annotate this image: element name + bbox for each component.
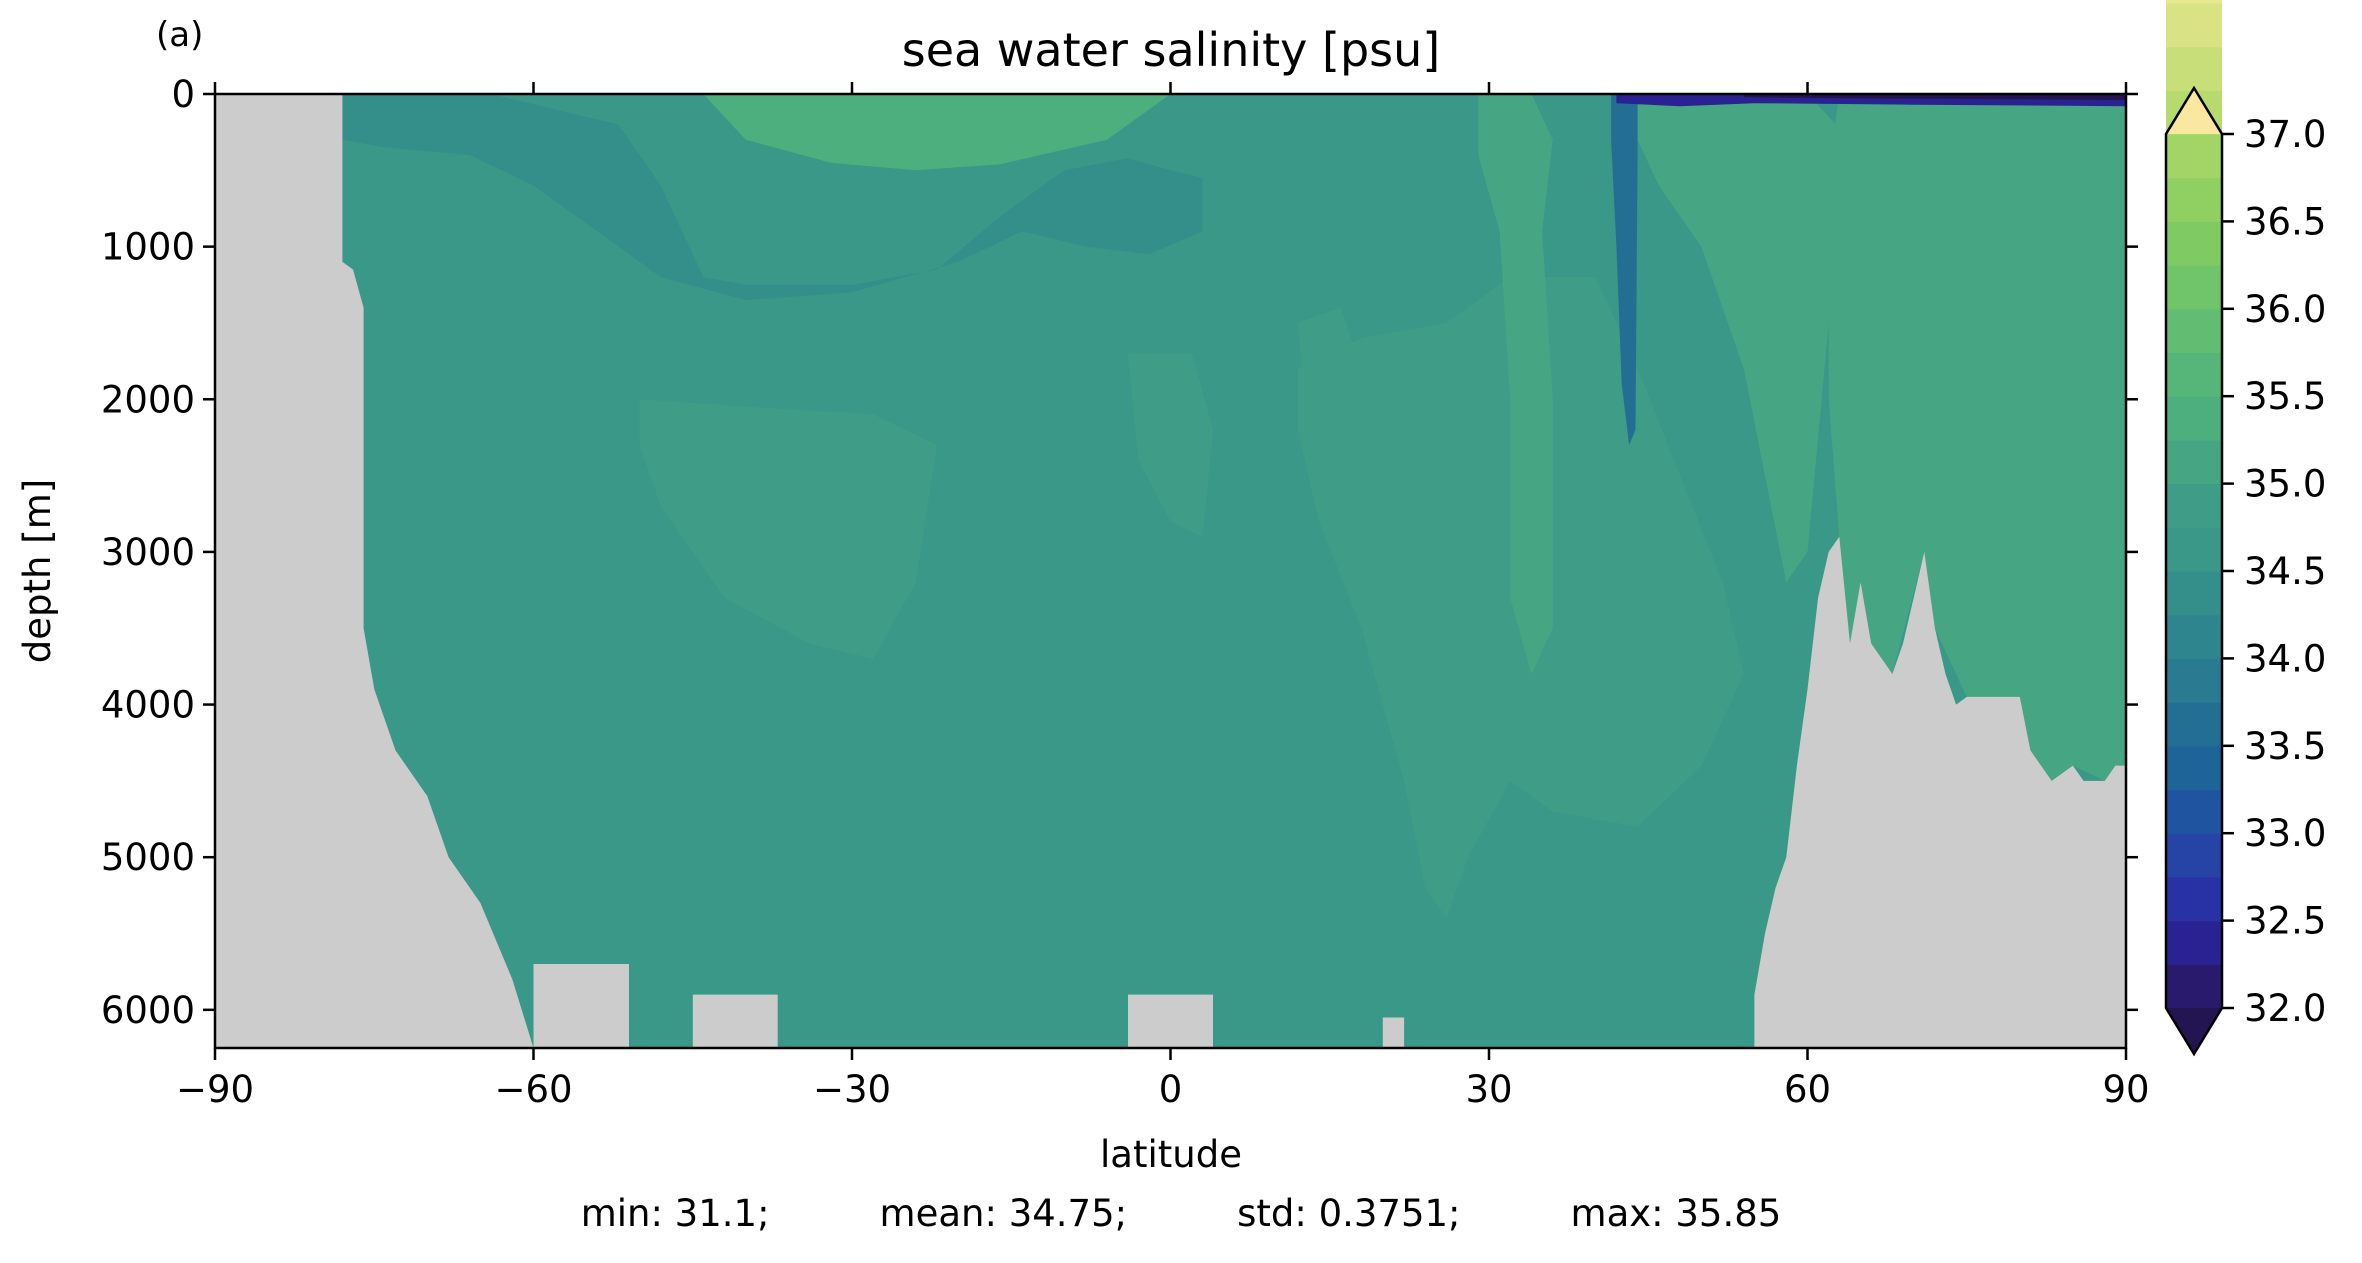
x-axis-label: latitude [1100,1133,1242,1176]
chart-title: sea water salinity [psu] [902,23,1441,77]
stat-std: std: 0.3751; [1237,1192,1461,1235]
x-tick-label: 90 [2102,1068,2149,1111]
colorbar-tick-label: 33.0 [2244,812,2326,855]
seafloor-bump-0 [533,964,629,1048]
colorbar: 32.0 32.5 33.0 33.5 34.0 34.5 35.0 35.5 36.0 36.5… [2164,0,2326,1057]
colorbar-segment [2166,134,2222,179]
colorbar-segment [2166,789,2222,834]
colorbar-tick-label: 36.5 [2244,200,2326,243]
land-north-ridge [1754,536,2126,1048]
salinity-section-chart: (a) sea water salinity [psu] −90 −60 −30 0 3… [16,0,2326,1176]
colorbar-segment [2166,46,2222,91]
y-axis-label: depth [m] [16,479,59,663]
colorbar-tick-label: 33.5 [2244,725,2326,768]
colorbar-over-triangle [2166,88,2222,134]
statistics-line: min: 31.1; mean: 34.75; std: 0.3751; max: 3… [0,1192,2362,1235]
land-mask [215,94,2126,1048]
x-tick-label: 0 [1159,1068,1183,1111]
colorbar-segment [2166,527,2222,572]
x-tick-label: 30 [1465,1068,1512,1111]
y-tick-label: 1000 [101,226,195,269]
seafloor-bump-3 [1382,1017,1405,1048]
colorbar-tick-label: 35.0 [2244,463,2326,506]
salinity-nordic-seas [1828,94,2126,781]
colorbar-tick-label: 37.0 [2244,113,2326,156]
salinity-mediterranean-outflow [1478,94,1553,674]
colorbar-segment [2166,396,2222,441]
y-tick-label: 2000 [101,378,195,421]
colorbar-segment [2166,745,2222,791]
plot-area [215,94,2126,1048]
x-tick-label: −60 [494,1068,572,1111]
salinity-tropic-north-patch [1297,307,1362,446]
stat-min: min: 31.1; [580,1192,770,1235]
colorbar-segment [2166,177,2222,222]
colorbar-tick-label: 32.0 [2244,987,2326,1030]
colorbar-segment [2166,833,2222,878]
y-tick-label: 4000 [101,684,195,727]
salinity-north-pacific-low [1611,94,1638,446]
salinity-aaiw-south [342,94,1203,301]
colorbar-segment [2166,876,2222,922]
colorbar-tick-label: 35.5 [2244,375,2326,418]
y-tick-label: 6000 [101,989,195,1032]
colorbar-tick-label: 34.0 [2244,637,2326,680]
x-axis: −90 −60 −30 0 30 60 90 [176,82,2150,1111]
colorbar-segment [2166,658,2222,703]
colorbar-tick-label: 36.0 [2244,288,2326,331]
colorbar-segment [2166,2,2222,48]
y-axis: 0 1000 2000 3000 4000 5000 6000 [101,73,2138,1032]
land-antarctica [215,94,534,1048]
colorbar-under-triangle [2166,1008,2222,1054]
salinity-arctic-very-fresh [1743,94,2126,101]
colorbar-segment [2166,352,2222,397]
colorbar-segment [2166,614,2222,659]
salinity-subtropical-south-ring [703,94,1171,171]
salinity-north-atlantic-surface [1637,94,1850,583]
stat-mean: mean: 34.75; [879,1192,1128,1235]
panel-label: (a) [156,15,203,55]
colorbar-segment [2166,308,2222,354]
colorbar-segment [2166,964,2222,1009]
colorbar-segment [2166,265,2222,310]
seafloor-bump-2 [1128,994,1213,1048]
colorbar-segment [2166,702,2222,747]
y-tick-label: 0 [171,73,195,116]
y-tick-label: 3000 [101,531,195,574]
x-tick-label: −90 [176,1068,254,1111]
colorbar-tick-label: 32.5 [2244,900,2326,943]
colorbar-segment [2166,221,2222,266]
y-tick-label: 5000 [101,836,195,879]
salinity-nadw-tongue-south [639,399,937,659]
colorbar-tick-label: 34.5 [2244,550,2326,593]
colorbar-segment [2166,483,2222,528]
colorbar-segment [2166,920,2222,965]
x-tick-label: 60 [1784,1068,1831,1111]
x-tick-label: −30 [813,1068,891,1111]
colorbar-segment [2166,439,2222,485]
salinity-equatorial-east-patch [1128,353,1213,537]
colorbar-segment [2166,0,2222,4]
seafloor-bump-1 [692,994,778,1048]
salinity-fields [342,94,2126,919]
stat-max: max: 35.85 [1570,1192,1782,1235]
colorbar-segment [2166,571,2222,616]
